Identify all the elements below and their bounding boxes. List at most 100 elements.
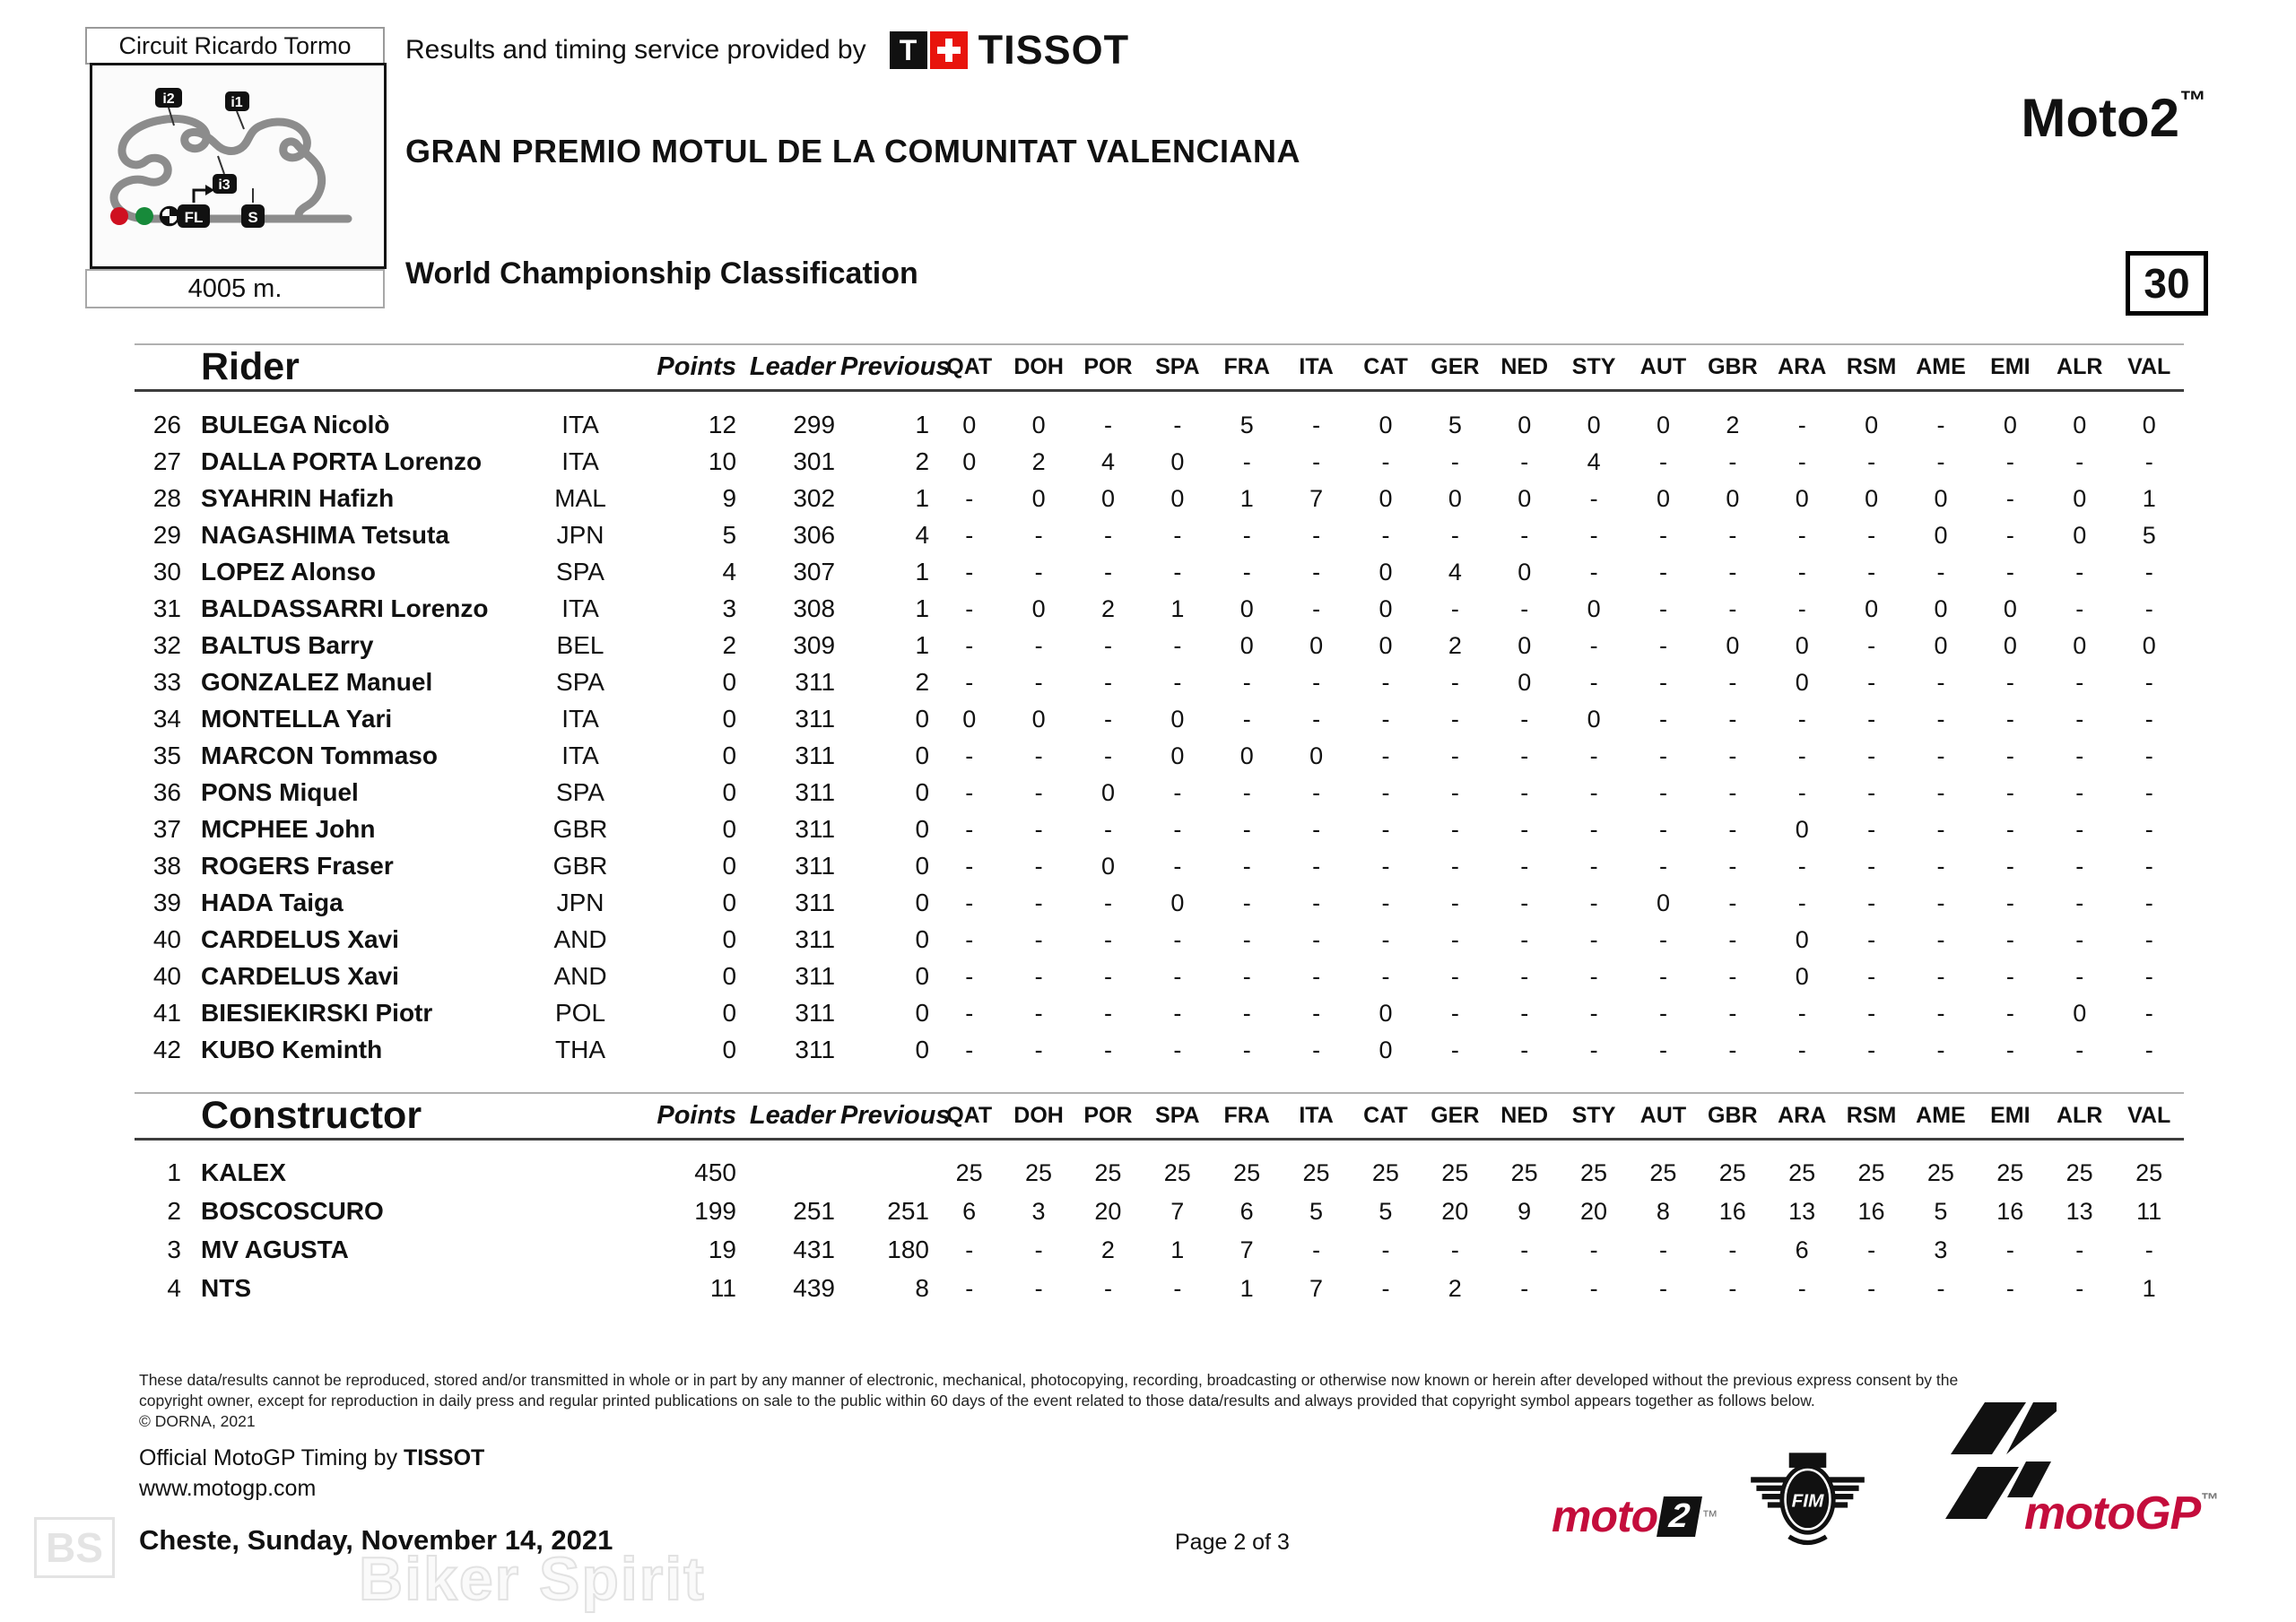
race-result-cell: 0	[1795, 484, 1809, 512]
nation-cell: JPN	[556, 521, 604, 549]
race-result-cell: -	[1450, 962, 1459, 990]
rider-row: 29 NAGASHIMA Tetsuta JPN 5 306 4 - - - - - - - - - - - - -…	[135, 517, 2184, 554]
nation-cell: ITA	[561, 705, 599, 733]
race-column-header: GER	[1420, 343, 1491, 392]
race-result-cell: -	[1589, 558, 1598, 585]
race-result-cell: -	[1658, 668, 1667, 696]
class-logo: Moto2™	[2021, 86, 2206, 149]
race-result-cell: -	[1173, 852, 1182, 880]
rider-row: 38 ROGERS Fraser GBR 0 311 0 - - 0 - - - - - - - - - - - - - -…	[135, 848, 2184, 885]
race-result-cell: -	[965, 594, 974, 622]
gap-to-previous-cell: 1	[915, 631, 930, 659]
race-column-header: ALR	[2045, 1092, 2115, 1141]
gap-to-previous-cell: 2	[915, 668, 930, 696]
race-result-cell: -	[1728, 668, 1737, 696]
race-result-cell: -	[1867, 521, 1876, 549]
class-name: Moto2	[2021, 88, 2179, 148]
race-result-cell: -	[1173, 999, 1182, 1027]
race-result-cell: -	[2075, 962, 2084, 990]
race-result-cell: -	[1034, 778, 1043, 806]
race-result-cell: -	[1589, 484, 1598, 512]
moto2-logo: moto 2 ™	[1552, 1490, 1718, 1542]
race-result-cell: -	[2075, 852, 2084, 880]
name-cell: PONS Miquel	[201, 778, 359, 806]
race-column-header: RSM	[1836, 343, 1907, 392]
legal-line-2: copyright owner, except for reproduction…	[139, 1392, 1815, 1409]
timing-prefix: Official MotoGP Timing by	[139, 1445, 404, 1470]
race-result-cell: 0	[1518, 558, 1532, 585]
race-result-cell: -	[2005, 1274, 2014, 1302]
race-result-cell: -	[1242, 1036, 1251, 1063]
race-result-cell: -	[2075, 815, 2084, 843]
constructor-row: 1 KALEX 450 25 25 25 25 25 25 25 25 25 25 25 25 25 25 25 2…	[135, 1154, 2184, 1193]
race-result-cell: -	[1520, 594, 1529, 622]
race-result-cell: -	[1034, 631, 1043, 659]
race-result-cell: -	[2075, 668, 2084, 696]
race-result-cell: -	[1867, 925, 1876, 953]
points-cell: 0	[722, 1036, 737, 1063]
race-result-cell: 0	[2073, 631, 2087, 659]
position-cell: 40	[152, 925, 181, 953]
gap-to-leader-cell: 311	[795, 852, 836, 880]
rider-table-header-row: Rider Points Leader Previous QAT DOH POR SP…	[135, 343, 2184, 392]
previous-column-header: Previous	[840, 343, 951, 392]
race-column-header: STY	[1559, 1092, 1629, 1141]
trademark-symbol: ™	[2200, 1490, 2218, 1510]
race-result-cell: 0	[1448, 484, 1462, 512]
race-result-cell: 0	[2073, 999, 2087, 1027]
race-result-cell: -	[965, 852, 974, 880]
race-result-cell: 25	[1302, 1158, 1330, 1186]
race-result-cell: -	[1589, 1236, 1598, 1263]
gap-to-leader-cell: 431	[793, 1236, 835, 1263]
marker-i1: i1	[230, 95, 242, 110]
position-cell: 31	[152, 594, 181, 622]
position-cell: 30	[152, 558, 181, 585]
race-result-cell: -	[1589, 742, 1598, 769]
rider-row: 40 CARDELUS Xavi AND 0 311 0 - - - - - - - - - - - - 0 - - - -…	[135, 958, 2184, 995]
race-result-cell: -	[1381, 852, 1390, 880]
race-result-cell: -	[1242, 705, 1251, 733]
gap-to-previous-cell: 0	[915, 742, 930, 769]
position-cell: 33	[152, 668, 181, 696]
nation-cell: ITA	[561, 411, 599, 438]
race-result-cell: -	[1450, 999, 1459, 1027]
race-result-cell: -	[1312, 778, 1321, 806]
race-result-cell: -	[2144, 1036, 2153, 1063]
race-result-cell: -	[1658, 742, 1667, 769]
race-result-cell: -	[1450, 852, 1459, 880]
race-column-header: AME	[1906, 1092, 1976, 1141]
race-result-cell: -	[1658, 778, 1667, 806]
timing-brand: TISSOT	[404, 1445, 485, 1470]
gap-to-previous-cell: 0	[915, 889, 930, 916]
race-result-cell: -	[1520, 999, 1529, 1027]
race-result-cell: -	[2144, 815, 2153, 843]
race-result-cell: -	[1103, 925, 1112, 953]
motogp-wordmark: motoGP™	[2024, 1488, 2218, 1540]
name-cell: MARCON Tommaso	[201, 742, 438, 769]
position-cell: 29	[152, 521, 181, 549]
race-result-cell: -	[1936, 447, 1945, 475]
rider-row: 28 SYAHRIN Hafizh MAL 9 302 1 - 0 0 0 1 7 0 0 0 - 0 0 0 0 0 -…	[135, 481, 2184, 517]
race-result-cell: -	[1728, 705, 1737, 733]
race-result-cell: -	[1450, 521, 1459, 549]
race-column-header: GBR	[1698, 343, 1768, 392]
points-cell: 0	[722, 742, 737, 769]
race-result-cell: 20	[1441, 1197, 1469, 1225]
race-result-cell: -	[1728, 815, 1737, 843]
race-result-cell: -	[1450, 1036, 1459, 1063]
tissot-cross-icon	[929, 31, 968, 69]
race-result-cell: 0	[2003, 594, 2017, 622]
race-result-cell: -	[1034, 999, 1043, 1027]
race-result-cell: 0	[1795, 815, 1809, 843]
race-result-cell: -	[1103, 742, 1112, 769]
position-cell: 38	[152, 852, 181, 880]
name-cell: GONZALEZ Manuel	[201, 668, 433, 696]
race-result-cell: -	[965, 1036, 974, 1063]
race-column-header: FRA	[1212, 343, 1282, 392]
race-result-cell: 0	[1795, 631, 1809, 659]
position-cell: 34	[152, 705, 181, 733]
name-cell: NAGASHIMA Tetsuta	[201, 521, 449, 549]
race-result-cell: -	[1589, 815, 1598, 843]
race-result-cell: -	[1034, 1036, 1043, 1063]
